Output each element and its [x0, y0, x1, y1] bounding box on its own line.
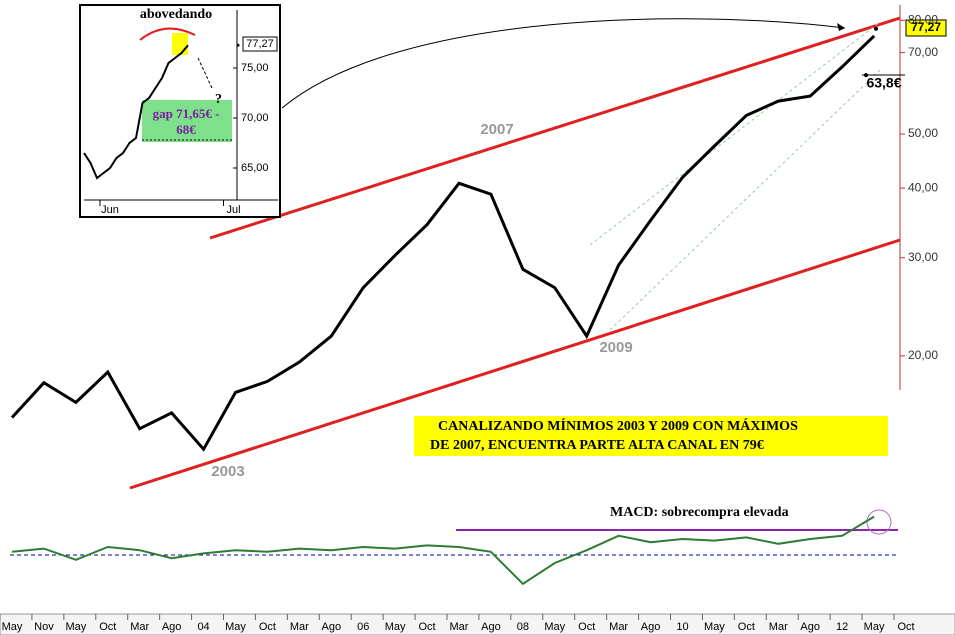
x-tick-label: Ago: [481, 621, 501, 633]
inset-title: abovedando: [140, 7, 212, 22]
x-tick-label: Mar: [290, 621, 309, 633]
x-tick-label: Oct: [897, 621, 914, 633]
question: ?: [215, 92, 222, 107]
x-tick-label: Mar: [769, 621, 788, 633]
y-tick-label: 70,00: [908, 45, 938, 59]
year-annotation: 2007: [480, 121, 513, 138]
channel-inner: [609, 69, 881, 331]
x-tick-label: Mar: [609, 621, 628, 633]
arrow: [281, 18, 846, 109]
support-marker: [864, 73, 868, 78]
x-tick-label: Nov: [34, 621, 54, 633]
y-tick-label: 65,00: [241, 162, 269, 174]
last-price-marker: [874, 26, 878, 31]
x-tick-label: 10: [676, 621, 688, 633]
x-tick-label: Oct: [578, 621, 595, 633]
note-box: [414, 416, 888, 456]
x-tick-label: May: [65, 621, 86, 633]
gap-box: [142, 100, 232, 142]
x-tick-label: 04: [197, 621, 209, 633]
x-tick-label: 06: [357, 621, 369, 633]
price-line: [83, 44, 189, 180]
x-tick-label: Mar: [130, 621, 149, 633]
gap-note: gap 71,65€ -: [153, 106, 220, 121]
y-tick-label: 75,00: [241, 62, 269, 74]
y-tick-label: 50,00: [908, 126, 938, 140]
x-tick-label: May: [864, 621, 885, 633]
x-tick-label: May: [704, 621, 725, 633]
gap-note: 68€: [176, 122, 196, 137]
note: CANALIZANDO MÍNIMOS 2003 Y 2009 CON MÁXI…: [438, 417, 798, 434]
x-tick-label: 08: [517, 621, 529, 633]
x-tick-label: Ago: [162, 621, 182, 633]
macd-title: MACD: sobrecompra elevada: [610, 505, 789, 520]
x-tick-label: Jul: [226, 204, 240, 216]
inset-last-price: 77,27: [246, 38, 274, 50]
x-tick-label: May: [225, 621, 246, 633]
dome-arc: [139, 27, 196, 41]
last-price: 77,27: [911, 20, 941, 34]
price-line: [11, 515, 875, 586]
y-tick-label: 70,00: [241, 112, 269, 124]
x-tick-label: Ago: [800, 621, 820, 633]
x-tick-label: Oct: [99, 621, 116, 633]
x-tick-label: Oct: [259, 621, 276, 633]
channel-bottom: [129, 238, 901, 490]
x-tick-label: Mar: [450, 621, 469, 633]
x-tick-label: May: [544, 621, 565, 633]
price-line: [10, 34, 876, 452]
x-tick-label: Oct: [419, 621, 436, 633]
support-label: 63,8€: [866, 75, 901, 91]
price-box: [905, 19, 947, 37]
y-tick-label: 20,00: [908, 348, 938, 362]
y-tick-label: 30,00: [908, 250, 938, 264]
x-tick-label: Ago: [321, 621, 341, 633]
year-annotation: 2009: [599, 339, 632, 356]
spacer: [860, 8, 900, 70]
x-tick-label: May: [2, 621, 23, 633]
channel-inner: [589, 21, 881, 246]
x-tick-label: Ago: [641, 621, 661, 633]
highlight: [172, 33, 188, 55]
note: DE 2007, ENCUENTRA PARTE ALTA CANAL EN 7…: [430, 438, 764, 453]
channel-top: [209, 16, 901, 240]
y-tick-label: 80,00: [908, 12, 938, 26]
x-tick-label: May: [385, 621, 406, 633]
x-tick-label: 12: [836, 621, 848, 633]
arrowhead: [837, 23, 845, 31]
x-tick-label: Jun: [101, 204, 119, 216]
down-arrow: [197, 57, 213, 89]
last-price-marker: [236, 43, 240, 47]
x-axis-band: [0, 613, 955, 635]
year-annotation: 2003: [211, 463, 244, 480]
y-tick-label: 40,00: [908, 180, 938, 194]
inset-price-box: [242, 36, 278, 52]
x-tick-label: Oct: [738, 621, 755, 633]
